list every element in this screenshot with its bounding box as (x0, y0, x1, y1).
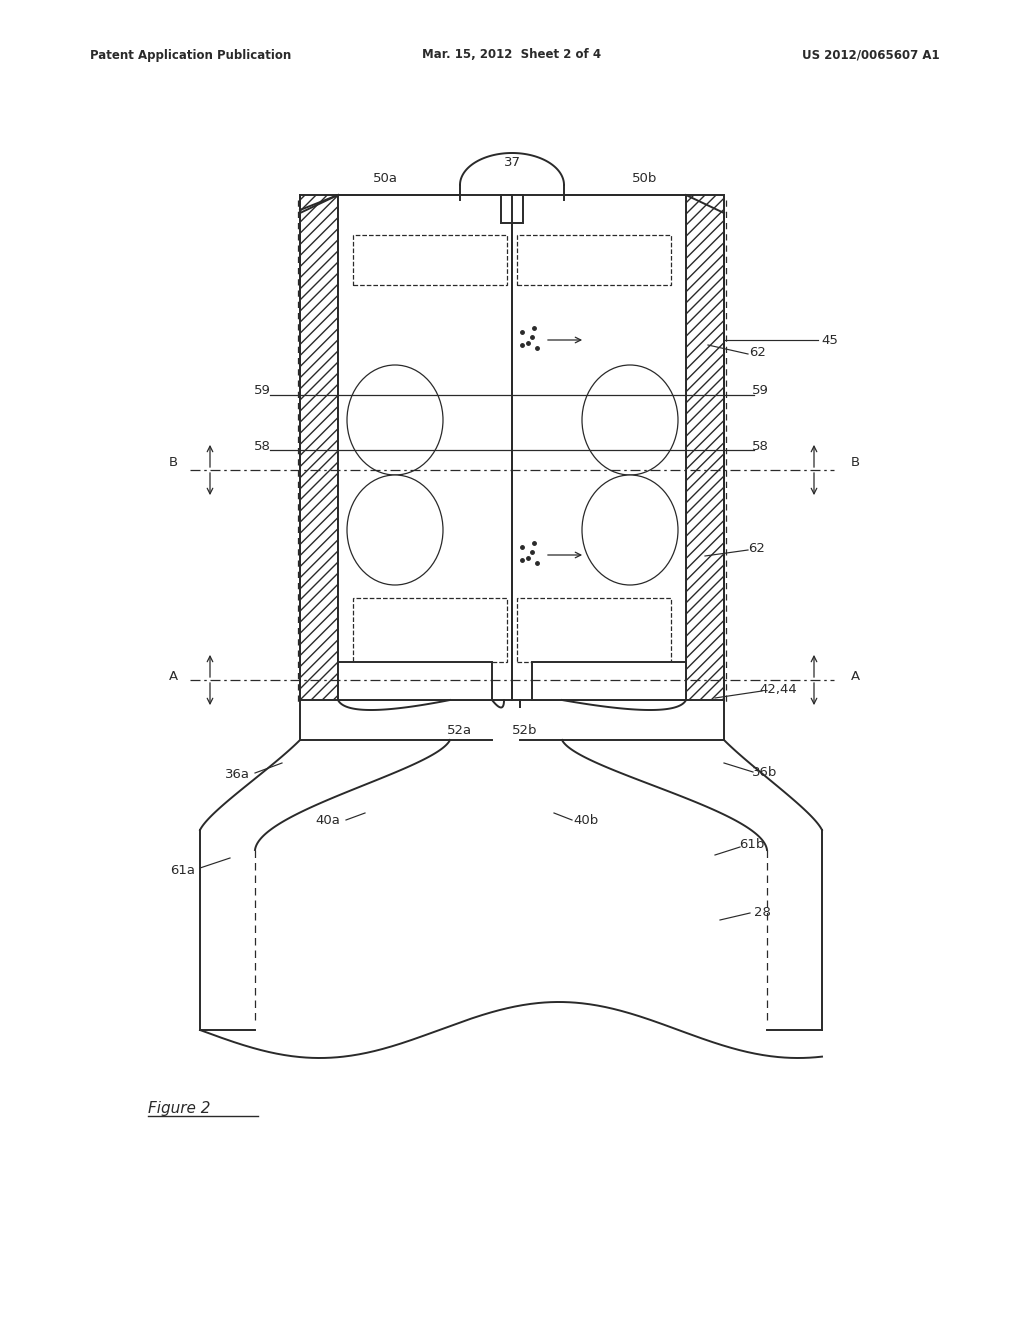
Bar (338, 195, 512, 700)
Text: 62: 62 (750, 346, 766, 359)
Text: B: B (168, 457, 177, 470)
Bar (300, 195, 338, 700)
Text: 45: 45 (821, 334, 839, 346)
Text: 42,44: 42,44 (759, 684, 797, 697)
Text: 59: 59 (254, 384, 270, 396)
Text: 59: 59 (752, 384, 768, 396)
Bar (353, 235, 507, 285)
Text: 50a: 50a (373, 172, 397, 185)
Text: 40a: 40a (315, 813, 340, 826)
Text: 58: 58 (752, 441, 768, 454)
Text: 36a: 36a (224, 768, 250, 781)
Text: 36b: 36b (753, 767, 777, 780)
Bar (353, 598, 507, 663)
Bar (338, 663, 492, 700)
Text: A: A (168, 669, 177, 682)
Text: 58: 58 (254, 441, 270, 454)
Text: US 2012/0065607 A1: US 2012/0065607 A1 (803, 49, 940, 62)
Text: Patent Application Publication: Patent Application Publication (90, 49, 291, 62)
Text: 50b: 50b (632, 172, 657, 185)
Text: B: B (851, 457, 859, 470)
Bar (517, 598, 671, 663)
Text: 61a: 61a (171, 863, 196, 876)
Bar (686, 195, 724, 700)
Ellipse shape (347, 475, 443, 585)
Ellipse shape (582, 366, 678, 475)
Text: Figure 2: Figure 2 (148, 1101, 211, 1115)
Text: 37: 37 (504, 157, 520, 169)
Ellipse shape (582, 475, 678, 585)
Bar (532, 663, 686, 700)
Text: 28: 28 (754, 906, 770, 919)
Bar (501, 195, 523, 223)
Text: 62: 62 (749, 541, 765, 554)
Bar (512, 195, 686, 700)
Text: 40b: 40b (573, 813, 599, 826)
Ellipse shape (347, 366, 443, 475)
Bar (517, 235, 671, 285)
Text: 61b: 61b (739, 838, 765, 851)
Text: Mar. 15, 2012  Sheet 2 of 4: Mar. 15, 2012 Sheet 2 of 4 (423, 49, 601, 62)
Text: 52a: 52a (447, 723, 472, 737)
Text: 52b: 52b (512, 723, 538, 737)
Text: A: A (851, 669, 859, 682)
